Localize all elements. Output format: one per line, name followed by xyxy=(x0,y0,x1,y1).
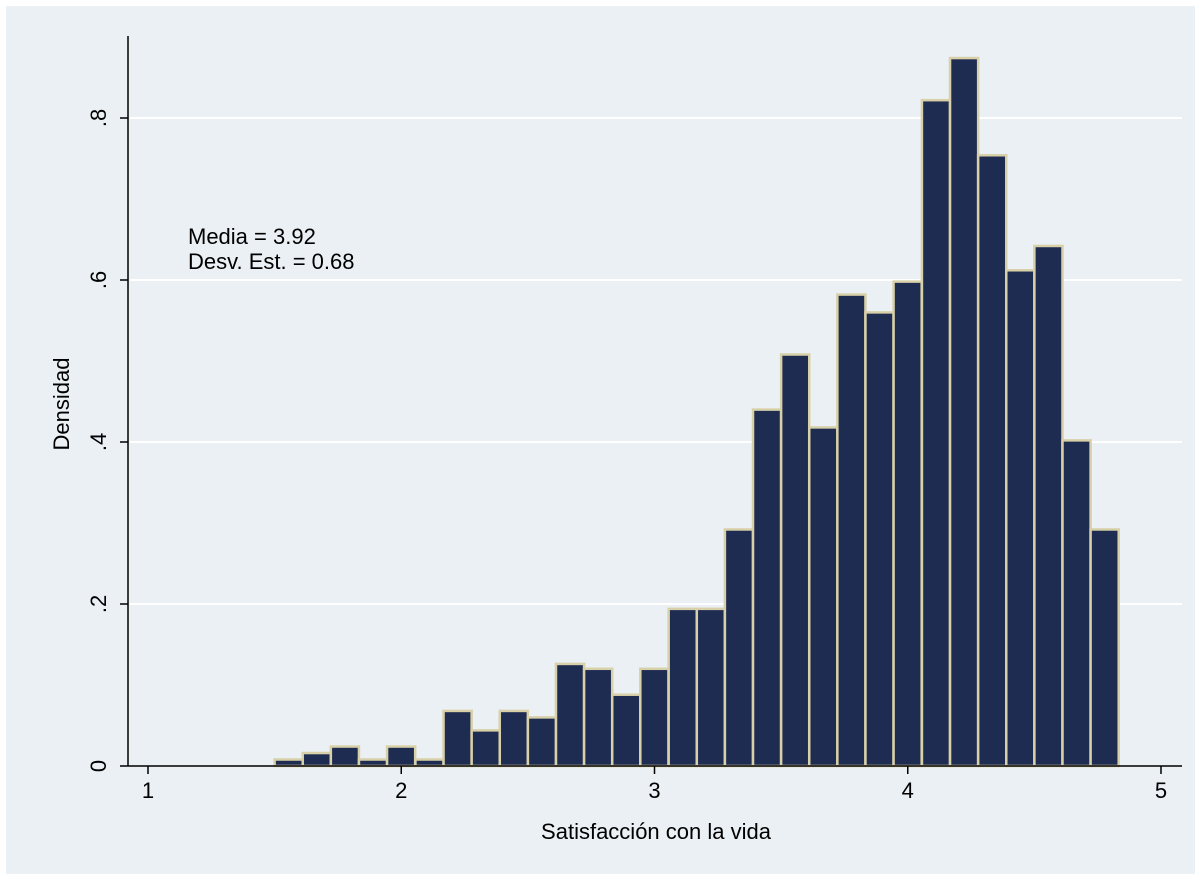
histogram-bar xyxy=(1005,269,1036,768)
histogram-bar xyxy=(526,716,558,768)
y-tick-label: .4 xyxy=(86,433,111,451)
histogram-bar xyxy=(470,729,502,768)
histogram-bar xyxy=(920,98,952,768)
histogram-bar xyxy=(1089,528,1120,768)
y-tick-label: .6 xyxy=(86,271,111,289)
histogram-bar xyxy=(1033,244,1064,768)
histogram-bar xyxy=(301,751,333,768)
histogram-bar xyxy=(779,353,811,768)
y-tick-label: .8 xyxy=(86,109,111,127)
x-tick-label: 3 xyxy=(648,778,660,803)
x-tick-label: 2 xyxy=(395,778,407,803)
histogram-bar xyxy=(554,662,586,768)
histogram-bar xyxy=(357,758,389,768)
histogram-bar xyxy=(892,280,923,768)
x-tick-label: 1 xyxy=(142,778,154,803)
histogram-bar xyxy=(751,408,783,768)
histogram-bar xyxy=(723,528,755,768)
chart-frame: 1 2 3 4 5 0.2.4.6.8 Satisfacción con la vida … xyxy=(6,6,1195,874)
histogram-bar xyxy=(976,154,1008,768)
y-tick-label: 0 xyxy=(86,760,111,772)
annotation-mean: Media = 3.92 xyxy=(188,224,316,249)
histogram-bar xyxy=(442,709,473,768)
histogram-bars xyxy=(273,56,1120,768)
histogram-chart: 1 2 3 4 50.2.4.6.8 Satisfacción con la vida … xyxy=(49,36,1182,844)
histogram-bar xyxy=(807,426,839,768)
histogram-bar xyxy=(414,758,445,768)
annotation-sd: Desv. Est. = 0.68 xyxy=(188,249,355,274)
x-axis-title: Satisfacción con la vida xyxy=(541,819,772,844)
histogram-bar xyxy=(610,693,642,768)
histogram-bar xyxy=(582,667,614,768)
histogram-bar xyxy=(273,758,304,768)
histogram-bar xyxy=(385,745,417,768)
histogram-bar xyxy=(836,293,867,768)
y-axis-title: Densidad xyxy=(49,358,74,451)
histogram-bar xyxy=(329,745,361,768)
axis-ticks: 1 2 3 4 5 0 .2 .4 .6 .8 xyxy=(86,109,1167,803)
x-tick-label: 4 xyxy=(902,778,914,803)
histogram-bar xyxy=(639,667,670,768)
histogram-bar xyxy=(948,56,980,768)
histogram-bar xyxy=(667,607,699,768)
histogram-bar xyxy=(695,607,727,768)
histogram-bar xyxy=(864,311,895,768)
histogram-bar xyxy=(498,709,530,768)
x-tick-label: 5 xyxy=(1155,778,1167,803)
y-tick-label: .2 xyxy=(86,595,111,613)
histogram-bar xyxy=(1061,439,1092,768)
